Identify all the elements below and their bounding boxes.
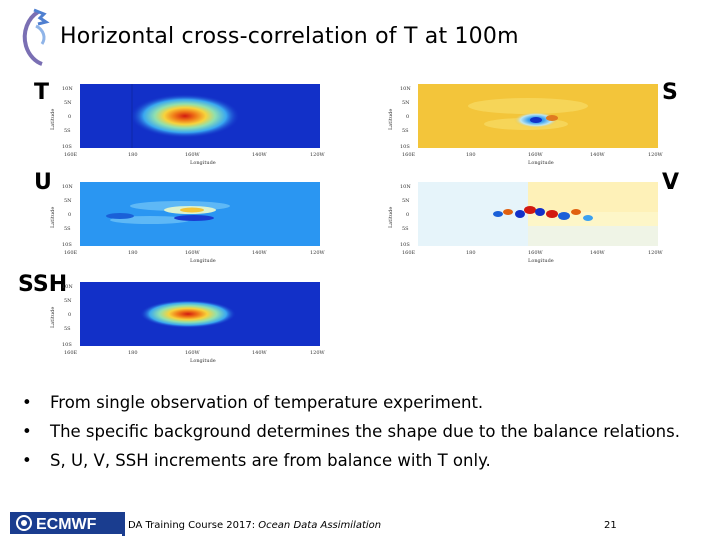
lat-tick: 5N <box>402 198 410 204</box>
map-panel-t: Latitude 10N 5N 0 5S 10S 160E 180 160W 1… <box>40 82 330 168</box>
lon-tick: 160W <box>185 350 201 356</box>
bullet-item: • S, U, V, SSH increments are from balan… <box>22 450 682 471</box>
lat-tick: 0 <box>68 212 71 218</box>
panel-label-ssh: SSH <box>18 272 68 297</box>
lon-tick: 180 <box>128 152 138 158</box>
lon-tick: 160W <box>185 152 201 158</box>
ylabel-u: Latitude <box>50 207 56 228</box>
lat-tick: 5N <box>64 198 72 204</box>
lon-tick: 160W <box>185 250 201 256</box>
lon-tick: 140W <box>590 250 606 256</box>
map-panel-v: Latitude 10N 5N 0 5S 10S 160E 180 160W 1… <box>378 180 668 266</box>
lat-tick: 10S <box>400 144 410 150</box>
course-topic: Ocean Data Assimilation <box>258 520 382 531</box>
lat-tick: 10S <box>62 342 72 348</box>
lon-tick: 160E <box>64 250 78 256</box>
lon-tick: 180 <box>128 350 138 356</box>
bullet-text: The specific background determines the s… <box>50 422 680 441</box>
lat-tick: 10N <box>62 86 73 92</box>
map-panel-s: Latitude 10N 5N 0 5S 10S 160E 180 160W 1… <box>378 82 668 168</box>
map-panel-ssh: Latitude 10N 5N 0 5S 10S 160E 180 160W 1… <box>40 280 330 366</box>
bullet-dot-icon: • <box>22 422 32 441</box>
lat-tick: 0 <box>68 114 71 120</box>
lat-tick: 5S <box>402 226 409 232</box>
lat-tick: 10S <box>62 144 72 150</box>
bullet-dot-icon: • <box>22 393 32 412</box>
lon-tick: 180 <box>466 152 476 158</box>
lat-tick: 0 <box>406 114 409 120</box>
lon-tick: 140W <box>590 152 606 158</box>
bullet-text: S, U, V, SSH increments are from balance… <box>50 451 491 470</box>
footer-caption: DA Training Course 2017: Ocean Data Assi… <box>128 520 381 531</box>
lat-tick: 5S <box>64 326 71 332</box>
lon-tick: 160E <box>64 350 78 356</box>
lon-tick: 160W <box>528 250 544 256</box>
lat-tick: 0 <box>406 212 409 218</box>
lat-tick: 10N <box>400 86 411 92</box>
panel-label-v: V <box>662 170 680 195</box>
lon-tick: 120W <box>310 152 326 158</box>
lon-tick: 120W <box>648 250 664 256</box>
lat-tick: 5N <box>64 298 72 304</box>
lat-tick: 10N <box>62 284 73 290</box>
lon-tick: 160E <box>64 152 78 158</box>
ylabel-v: Latitude <box>388 207 394 228</box>
ecmwf-logo: ECMWF <box>10 512 122 534</box>
logo-wordmark: ECMWF <box>36 516 97 533</box>
bullet-list: • From single observation of temperature… <box>22 392 682 479</box>
ylabel-ssh: Latitude <box>50 307 56 328</box>
slide-title: Horizontal cross-correlation of T at 100… <box>60 24 519 49</box>
lon-tick: 140W <box>252 152 268 158</box>
lon-tick: 120W <box>310 250 326 256</box>
xlabel-u: Longitude <box>190 258 216 264</box>
bullet-dot-icon: • <box>22 451 32 470</box>
footer-divider <box>122 512 125 536</box>
lon-tick: 120W <box>648 152 664 158</box>
ylabel-t: Latitude <box>50 109 56 130</box>
lat-tick: 10S <box>400 242 410 248</box>
lat-tick: 5S <box>402 128 409 134</box>
lat-tick: 10N <box>62 184 73 190</box>
bullet-text: From single observation of temperature e… <box>50 393 484 412</box>
lat-tick: 5N <box>64 100 72 106</box>
panel-label-u: U <box>34 170 52 195</box>
lon-tick: 140W <box>252 250 268 256</box>
bullet-item: • From single observation of temperature… <box>22 392 682 413</box>
lat-tick: 5S <box>64 128 71 134</box>
lon-tick: 140W <box>252 350 268 356</box>
ecmwf-swirl-logo-icon <box>22 8 50 66</box>
xlabel-t: Longitude <box>190 160 216 166</box>
lat-tick: 10N <box>400 184 411 190</box>
lat-tick: 0 <box>68 312 71 318</box>
lon-tick: 180 <box>466 250 476 256</box>
page-number: 21 <box>604 520 617 531</box>
lon-tick: 120W <box>310 350 326 356</box>
lat-tick: 5N <box>402 100 410 106</box>
map-panel-u: Latitude 10N 5N 0 5S 10S 160E 180 160W 1… <box>40 180 330 266</box>
xlabel-s: Longitude <box>528 160 554 166</box>
course-name: DA Training Course 2017: <box>128 520 259 531</box>
lon-tick: 180 <box>128 250 138 256</box>
lon-tick: 160E <box>402 152 416 158</box>
xlabel-ssh: Longitude <box>190 358 216 364</box>
lat-tick: 5S <box>64 226 71 232</box>
panel-label-s: S <box>662 80 678 105</box>
lon-tick: 160E <box>402 250 416 256</box>
ylabel-s: Latitude <box>388 109 394 130</box>
lat-tick: 10S <box>62 242 72 248</box>
bullet-item: • The specific background determines the… <box>22 421 682 442</box>
xlabel-v: Longitude <box>528 258 554 264</box>
panel-label-t: T <box>34 80 50 105</box>
lon-tick: 160W <box>528 152 544 158</box>
